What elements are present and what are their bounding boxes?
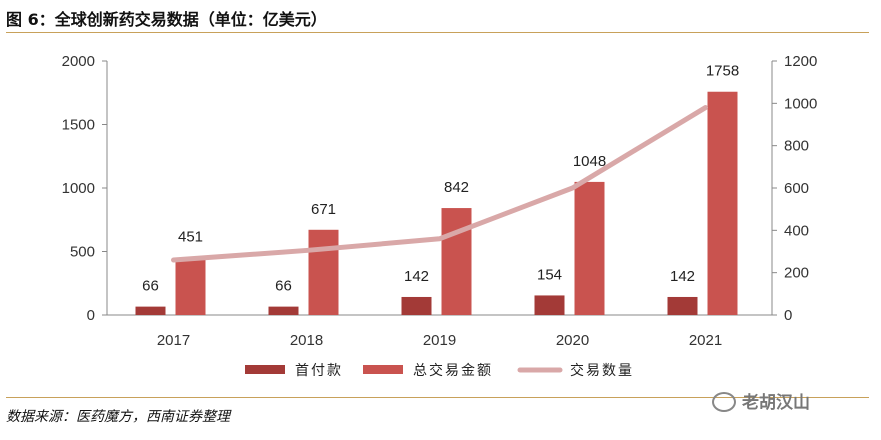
bar-upfront: [135, 306, 166, 315]
bar-upfront: [401, 296, 432, 315]
watermark: 老胡汉山: [712, 388, 810, 413]
right-tick-label: 400: [784, 222, 809, 239]
figure-title: 图 6：全球创新药交易数据（单位：亿美元）: [6, 10, 327, 29]
title-divider: [6, 32, 869, 33]
source-divider: [6, 397, 869, 398]
bar-total: [308, 229, 339, 315]
data-label-upfront: 66: [275, 278, 292, 295]
right-tick-label: 1000: [784, 95, 817, 112]
x-tick-label: 2019: [423, 332, 456, 349]
data-label-total: 451: [178, 229, 203, 246]
data-label-upfront: 142: [670, 268, 695, 285]
wechat-icon: [712, 392, 736, 412]
right-tick-label: 0: [784, 307, 792, 324]
x-tick-label: 2021: [689, 332, 722, 349]
x-tick-label: 2018: [290, 332, 323, 349]
data-label-upfront: 142: [404, 268, 429, 285]
bar-total: [175, 257, 206, 315]
left-tick-label: 2000: [62, 53, 95, 70]
data-label-upfront: 154: [537, 266, 562, 283]
right-tick-label: 600: [784, 180, 809, 197]
line-deal-count: [171, 105, 708, 263]
data-label-total: 671: [311, 201, 336, 218]
figure-source: 数据来源：医药魔方，西南证券整理: [6, 409, 230, 425]
x-tick-label: 2020: [556, 332, 589, 349]
legend-label-deal-count: 交易数量: [570, 362, 634, 378]
bar-total: [707, 91, 738, 315]
bar-total: [574, 181, 605, 315]
legend-label-upfront: 首付款: [295, 362, 343, 378]
data-label-total: 842: [444, 179, 469, 196]
left-tick-label: 500: [70, 244, 95, 261]
watermark-text: 老胡汉山: [742, 393, 810, 413]
bar-upfront: [534, 295, 565, 315]
data-label-upfront: 66: [142, 278, 159, 295]
legend-label-total: 总交易金额: [413, 362, 493, 378]
bar-total: [441, 208, 472, 315]
x-tick-label: 2017: [157, 332, 190, 349]
left-tick-label: 1000: [62, 180, 95, 197]
data-label-total: 1758: [706, 63, 739, 80]
legend-swatch-upfront: [245, 365, 285, 374]
bar-upfront: [667, 296, 698, 315]
bar-upfront: [268, 306, 299, 315]
left-tick-label: 1500: [62, 117, 95, 134]
data-label-total: 1048: [573, 153, 606, 170]
right-tick-label: 200: [784, 265, 809, 282]
legend-swatch-total: [363, 365, 403, 374]
right-tick-label: 800: [784, 138, 809, 155]
right-tick-label: 1200: [784, 53, 817, 70]
left-tick-label: 0: [87, 307, 95, 324]
